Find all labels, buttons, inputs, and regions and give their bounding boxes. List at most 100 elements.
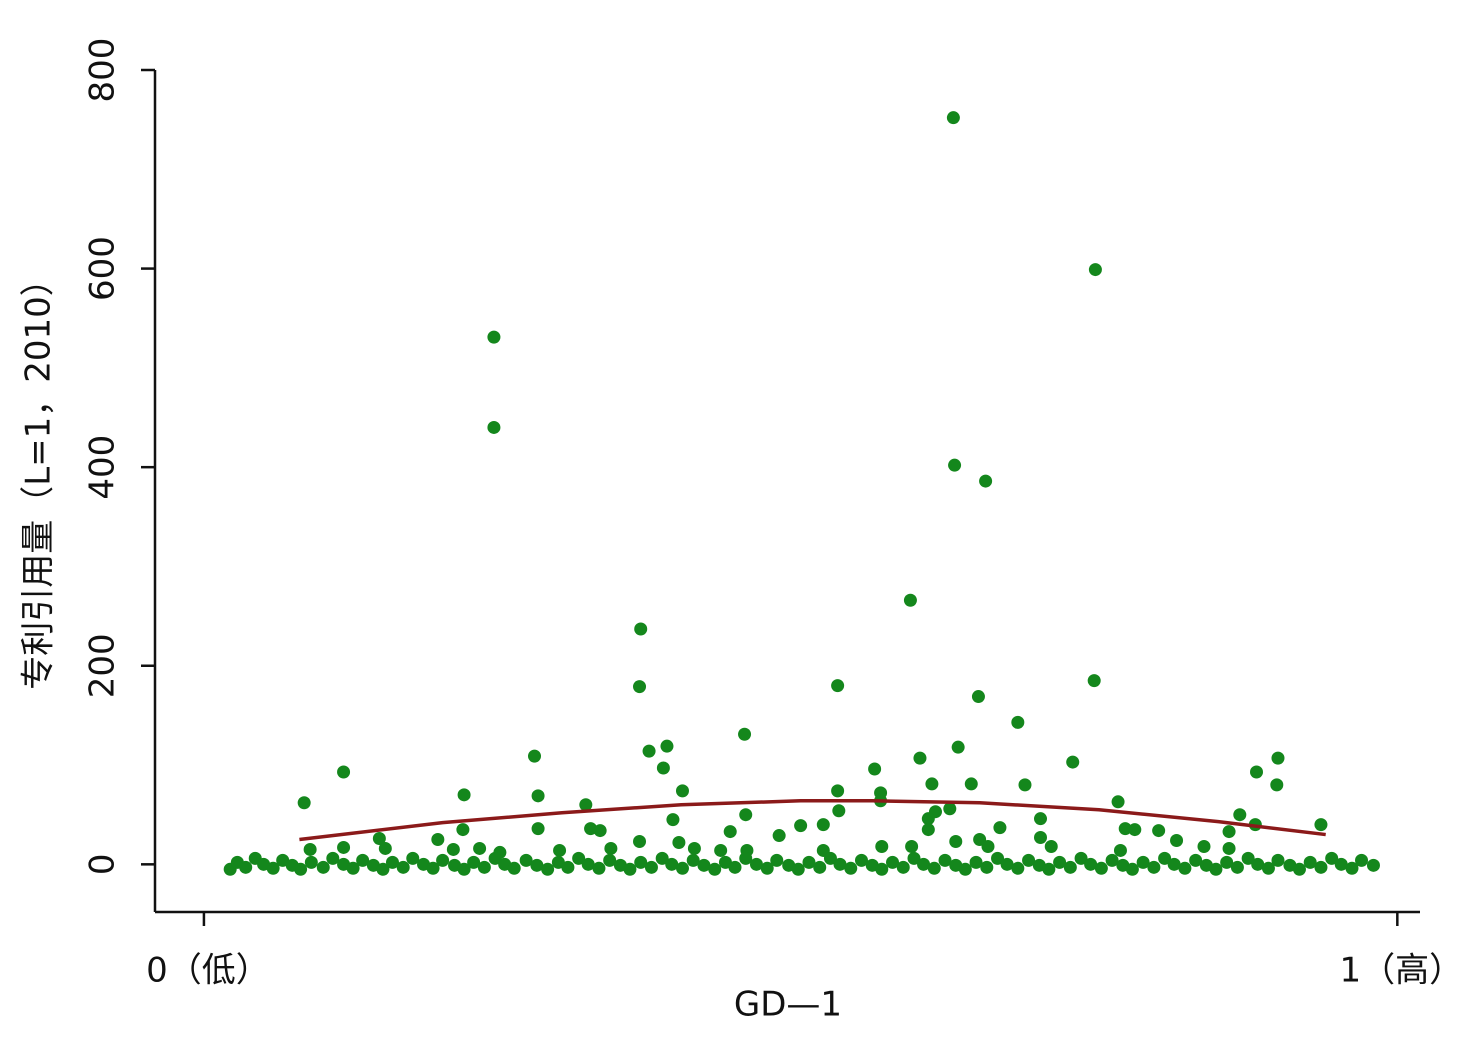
- x-tick-label: 1（高）: [1340, 951, 1464, 991]
- point: [666, 813, 680, 827]
- point: [728, 860, 742, 874]
- point: [1000, 857, 1014, 871]
- point: [1125, 862, 1139, 876]
- point: [1292, 862, 1306, 876]
- point: [1170, 834, 1184, 848]
- point: [530, 858, 544, 872]
- fit-line: [299, 799, 1326, 842]
- point: [816, 818, 830, 832]
- y-tick-label: 600: [83, 236, 123, 301]
- point: [633, 680, 647, 694]
- point: [886, 855, 900, 869]
- point: [456, 823, 470, 837]
- point: [1011, 861, 1025, 875]
- point: [294, 862, 308, 876]
- point: [1111, 795, 1125, 809]
- point: [1094, 861, 1108, 875]
- point: [337, 765, 351, 779]
- point: [831, 784, 845, 798]
- point: [1314, 860, 1328, 874]
- point: [1118, 822, 1132, 836]
- point: [385, 855, 399, 869]
- point: [802, 855, 816, 869]
- point: [896, 860, 910, 874]
- point: [656, 761, 670, 775]
- point: [1066, 755, 1080, 769]
- point: [1270, 778, 1284, 792]
- point: [875, 839, 889, 853]
- point: [644, 860, 658, 874]
- point: [603, 853, 617, 867]
- point: [844, 861, 858, 875]
- point: [356, 853, 370, 867]
- point: [921, 823, 935, 837]
- point: [1105, 853, 1119, 867]
- point: [938, 853, 952, 867]
- point: [772, 829, 786, 843]
- point: [436, 853, 450, 867]
- point: [457, 862, 471, 876]
- point: [634, 855, 648, 869]
- point: [927, 861, 941, 875]
- point: [1222, 841, 1236, 855]
- point: [1034, 831, 1047, 845]
- point: [738, 727, 752, 741]
- point: [561, 860, 575, 874]
- point: [981, 839, 995, 853]
- point: [969, 855, 983, 869]
- point: [519, 853, 533, 867]
- point: [823, 851, 837, 865]
- point: [831, 679, 845, 693]
- point: [675, 861, 689, 875]
- point: [946, 111, 960, 125]
- point: [303, 842, 317, 856]
- point: [623, 862, 637, 876]
- point: [579, 798, 593, 812]
- point: [1325, 851, 1339, 865]
- point: [396, 860, 410, 874]
- point: [276, 853, 290, 867]
- point: [572, 851, 586, 865]
- point: [1167, 857, 1181, 871]
- point: [964, 777, 978, 791]
- point: [948, 458, 962, 472]
- point: [304, 855, 318, 869]
- point: [979, 474, 993, 488]
- point: [1334, 857, 1348, 871]
- point: [1088, 263, 1102, 277]
- point: [487, 420, 501, 434]
- point: [868, 762, 882, 776]
- point: [1136, 855, 1150, 869]
- y-tick-label: 0: [83, 854, 123, 876]
- y-axis-title: 专利引用量（L=1，2010）: [19, 262, 59, 690]
- point: [718, 855, 732, 869]
- point: [1222, 825, 1236, 839]
- point: [921, 812, 935, 826]
- point: [446, 842, 460, 856]
- point: [905, 839, 919, 853]
- point: [642, 744, 656, 758]
- point: [708, 862, 722, 876]
- point: [714, 843, 728, 857]
- point: [958, 862, 972, 876]
- point: [1178, 861, 1192, 875]
- point: [1197, 839, 1211, 853]
- point: [1152, 824, 1166, 838]
- point: [1209, 862, 1223, 876]
- point: [541, 862, 555, 876]
- point: [1220, 855, 1234, 869]
- point: [316, 860, 330, 874]
- point: [760, 861, 774, 875]
- point: [949, 835, 963, 849]
- point: [791, 862, 805, 876]
- point: [1018, 778, 1032, 792]
- point: [266, 861, 280, 875]
- point: [376, 862, 390, 876]
- point: [907, 851, 921, 865]
- point: [903, 593, 917, 607]
- point: [749, 857, 763, 871]
- point: [739, 851, 753, 865]
- point: [372, 832, 386, 846]
- point: [1011, 715, 1025, 729]
